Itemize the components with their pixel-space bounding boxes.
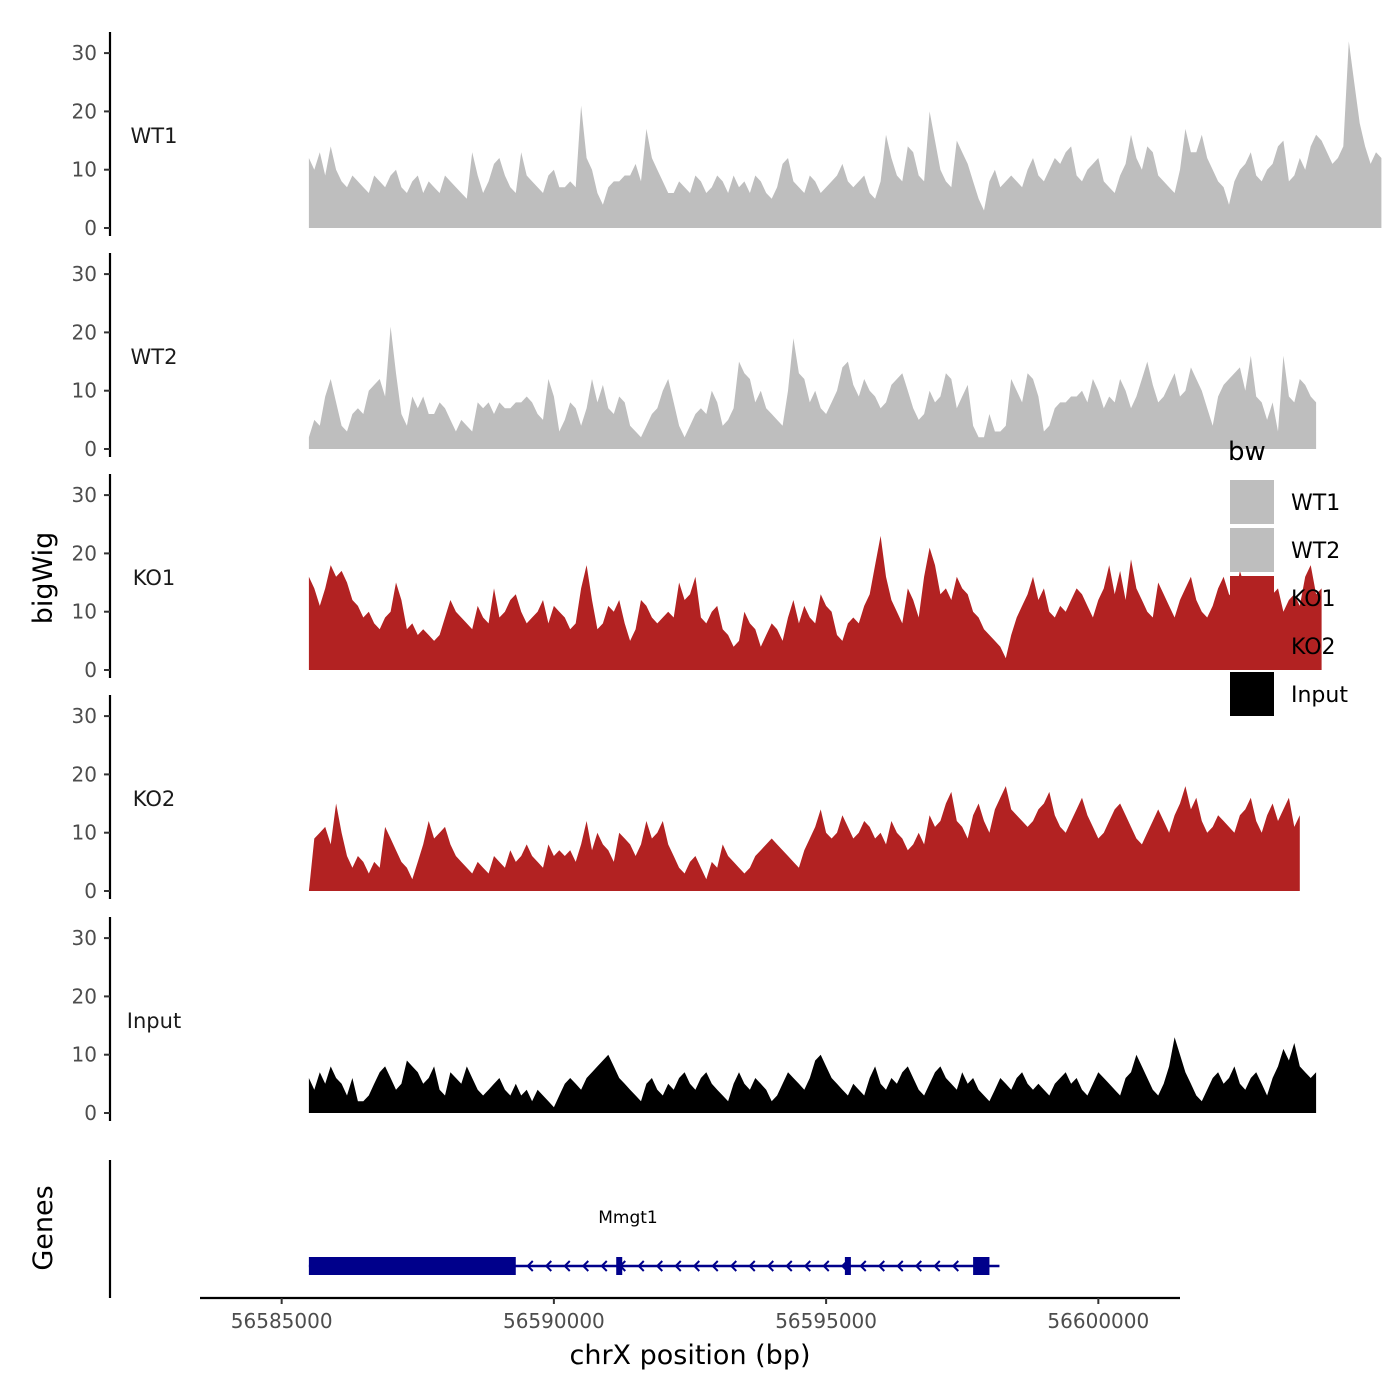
y-tick-label: 10 [72, 1043, 97, 1067]
track-label: KO2 [133, 787, 176, 811]
y-tick-label: 20 [72, 320, 97, 344]
y-tick-label: 30 [72, 926, 97, 950]
strand-arrow [933, 1260, 941, 1272]
legend-label-ko2: KO2 [1291, 635, 1336, 660]
legend-key-wt1 [1230, 480, 1274, 524]
signal-area-input [308, 1037, 1317, 1113]
legend-title: bw [1228, 437, 1266, 467]
y-tick-label: 10 [72, 158, 97, 182]
y-tick-label: 10 [72, 600, 97, 624]
gene-exon-small [844, 1257, 851, 1275]
legend-key-ko1 [1230, 576, 1274, 620]
y-tick-label: 0 [84, 879, 97, 903]
y-tick-label: 20 [72, 762, 97, 786]
y-tick-label: 0 [84, 1101, 97, 1125]
track-input: 0 10 20 30 Input [72, 917, 1317, 1125]
strand-arrow [655, 1260, 663, 1272]
strand-arrow [526, 1260, 534, 1272]
signal-area-wt1 [308, 41, 1382, 229]
y-tick-label: 20 [72, 541, 97, 565]
legend: bw WT1 WT2 KO1 KO2 Input [1228, 437, 1348, 716]
y-tick-label: 30 [72, 704, 97, 728]
strand-arrow [600, 1260, 608, 1272]
strand-arrow [692, 1260, 700, 1272]
legend-label-wt2: WT2 [1291, 539, 1340, 564]
y-tick-label: 20 [72, 99, 97, 123]
y-tick-label: 30 [72, 483, 97, 507]
track-panels: 0 10 20 30 WT1 0 10 20 30 WT2 0 10 20 30 KO1 0 10 20 30 KO2… [72, 32, 1382, 1125]
signal-area-ko2 [308, 786, 1300, 891]
signal-area-ko1 [308, 535, 1322, 670]
x-tick-label: 56590000 [503, 1309, 605, 1333]
legend-label-input: Input [1291, 683, 1348, 708]
x-tick-label: 56585000 [231, 1309, 333, 1333]
strand-arrow [711, 1260, 719, 1272]
track-label: WT1 [131, 124, 178, 148]
gene-exon [973, 1257, 990, 1275]
y-tick-label: 30 [72, 41, 97, 65]
y-tick-label: 20 [72, 984, 97, 1008]
strand-arrow [637, 1260, 645, 1272]
strand-arrow [674, 1260, 682, 1272]
y-tick-label: 10 [72, 379, 97, 403]
strand-arrow [951, 1260, 959, 1272]
track-label: WT2 [131, 345, 178, 369]
track-ko1: 0 10 20 30 KO1 [72, 474, 1322, 682]
track-ko2: 0 10 20 30 KO2 [72, 695, 1300, 903]
legend-key-ko2 [1230, 624, 1274, 668]
strand-arrow [803, 1260, 811, 1272]
y-tick-label: 0 [84, 216, 97, 240]
strand-arrow [877, 1260, 885, 1272]
legend-key-wt2 [1230, 528, 1274, 572]
signal-area-wt2 [308, 326, 1317, 449]
strand-arrow [544, 1260, 552, 1272]
strand-arrow [581, 1260, 589, 1272]
y-tick-label: 0 [84, 658, 97, 682]
track-wt2: 0 10 20 30 WT2 [72, 253, 1317, 461]
x-axis: 56585000 56590000 56595000 56600000 [200, 1296, 1180, 1333]
legend-key-input [1230, 672, 1274, 716]
y-tick-label: 10 [72, 821, 97, 845]
strand-arrow [785, 1260, 793, 1272]
strand-arrow [748, 1260, 756, 1272]
gene-name-label: Mmgt1 [598, 1208, 658, 1228]
y-tick-label: 30 [72, 262, 97, 286]
gene-exon [308, 1257, 516, 1275]
x-tick-label: 56600000 [1047, 1309, 1149, 1333]
gene-exon-small [616, 1257, 623, 1275]
y-tick-label: 0 [84, 437, 97, 461]
x-tick-label: 56595000 [775, 1309, 877, 1333]
strand-arrow [896, 1260, 904, 1272]
genes-axis-title: Genes [28, 1185, 59, 1270]
strand-arrow [859, 1260, 867, 1272]
legend-label-ko1: KO1 [1291, 587, 1336, 612]
track-label: KO1 [133, 566, 176, 590]
strand-arrow [822, 1260, 830, 1272]
legend-label-wt1: WT1 [1291, 491, 1340, 516]
strand-arrow [914, 1260, 922, 1272]
strand-arrow [563, 1260, 571, 1272]
strand-arrow [766, 1260, 774, 1272]
x-axis-title: chrX position (bp) [569, 1340, 810, 1371]
gene-panel: Mmgt1 [108, 1160, 1000, 1298]
y-axis-title: bigWig [28, 532, 59, 625]
track-wt1: 0 10 20 30 WT1 [72, 32, 1382, 240]
track-label: Input [127, 1009, 181, 1033]
strand-arrow [729, 1260, 737, 1272]
